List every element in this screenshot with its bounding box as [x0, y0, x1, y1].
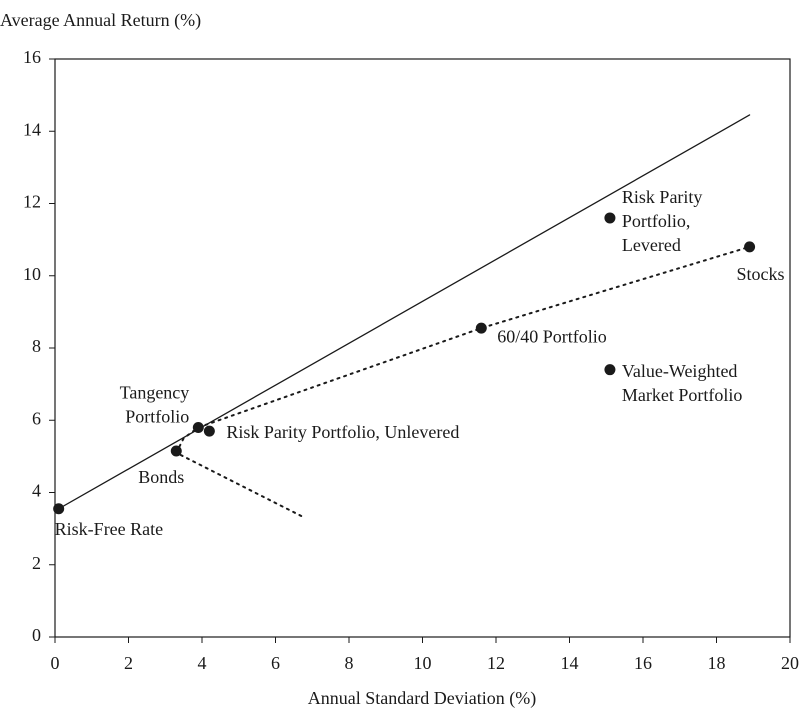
x-tick-label: 18	[708, 653, 726, 673]
y-tick-label: 12	[23, 192, 41, 212]
data-point	[53, 503, 65, 515]
chart-title: Average Annual Return (%)	[0, 10, 201, 31]
x-tick-label: 6	[271, 653, 280, 673]
point-label: Risk Parity Portfolio, Unlevered	[226, 422, 459, 442]
x-tick-label: 8	[345, 653, 354, 673]
frontier-line	[58, 114, 751, 510]
data-point	[170, 445, 182, 457]
point-label: Tangency	[120, 383, 190, 403]
x-tick-label: 14	[561, 653, 579, 673]
data-point	[604, 212, 616, 224]
x-tick-label: 10	[414, 653, 432, 673]
y-tick-label: 4	[32, 481, 41, 501]
point-label: Portfolio,	[622, 211, 691, 231]
point-label: Market Portfolio	[622, 385, 742, 405]
point-label: Portfolio	[125, 407, 189, 427]
point-label: Risk-Free Rate	[55, 519, 163, 539]
x-tick-label: 16	[634, 653, 652, 673]
point-label: 60/40 Portfolio	[497, 326, 607, 346]
frontier-line	[174, 245, 751, 517]
x-tick-label: 12	[487, 653, 505, 673]
y-tick-label: 10	[23, 264, 41, 284]
x-axis-label: Annual Standard Deviation (%)	[308, 688, 536, 709]
x-tick-label: 2	[124, 653, 133, 673]
y-tick-label: 14	[23, 119, 41, 139]
point-label: Value-Weighted	[622, 361, 738, 381]
y-tick-label: 0	[32, 625, 41, 645]
x-tick-label: 4	[198, 653, 207, 673]
y-tick-label: 2	[32, 553, 41, 573]
point-label: Bonds	[138, 467, 184, 487]
point-label: Levered	[622, 235, 681, 255]
data-point	[744, 241, 756, 253]
y-tick-label: 6	[32, 408, 41, 428]
x-tick-label: 0	[51, 653, 60, 673]
data-point	[203, 425, 215, 437]
data-point	[604, 364, 616, 376]
data-point	[475, 322, 487, 334]
data-point	[192, 421, 204, 433]
point-label: Risk Parity	[622, 187, 703, 207]
point-label: Stocks	[737, 264, 785, 284]
x-tick-label: 20	[781, 653, 799, 673]
y-tick-label: 8	[32, 336, 41, 356]
y-tick-label: 16	[23, 47, 41, 67]
